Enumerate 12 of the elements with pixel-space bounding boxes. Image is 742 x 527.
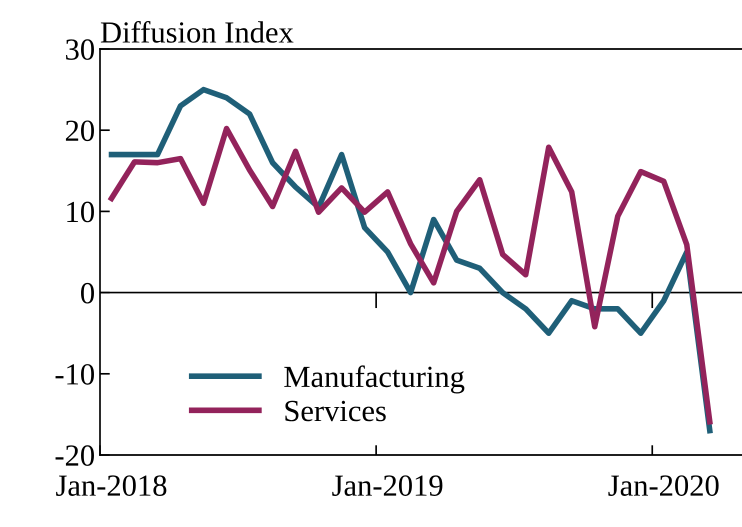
x-tick-label: Jan-2019 [332,475,442,496]
x-tick-label: Jan-2020 [608,475,719,496]
y-tick-label: -20 [56,445,94,466]
y-tick-label: 30 [66,39,94,60]
legend-label: Services [285,400,386,422]
y-tick-label: 0 [81,282,94,304]
chart-title: Diffusion Index [100,20,294,43]
y-tick-label: -10 [56,364,94,385]
y-tick-label: 20 [66,120,94,142]
y-tick-label: 10 [67,202,94,222]
x-tick-label: Jan-2018 [56,475,166,496]
legend-label: Manufacturing [284,365,464,394]
